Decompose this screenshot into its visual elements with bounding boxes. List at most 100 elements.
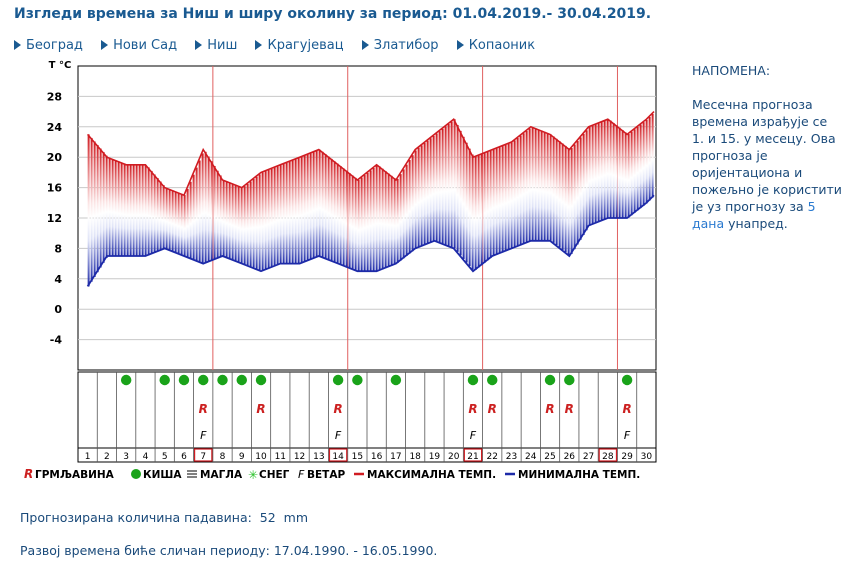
day-number-label: 1 <box>85 452 91 462</box>
temperature-band-stripe <box>222 180 225 257</box>
rain-icon <box>236 374 247 386</box>
temperature-band-stripe <box>114 160 117 256</box>
day-number-label: 16 <box>371 452 383 462</box>
temperature-band-stripe <box>642 122 645 206</box>
temperature-band-stripe <box>558 141 561 248</box>
temperature-band-stripe <box>585 130 588 231</box>
highlighted-day-box <box>598 448 618 462</box>
temperature-band-stripe <box>267 169 270 269</box>
day-number-label: 30 <box>641 452 653 462</box>
temperature-band-stripe <box>429 138 432 243</box>
temperature-band-stripe <box>87 134 90 287</box>
legend-fog-label: МАГЛА <box>200 469 243 481</box>
temperature-band-stripe <box>426 140 429 244</box>
day-number-label: 5 <box>162 452 168 462</box>
y-tick-label: 4 <box>54 273 62 286</box>
city-link-kopaonik[interactable]: Копаоник <box>456 38 535 53</box>
temperature-band-stripe <box>597 123 600 223</box>
temperature-band-stripe <box>552 136 555 243</box>
temperature-band-stripe <box>435 133 438 242</box>
temperature-band-stripe <box>294 159 297 264</box>
temperature-band-stripe <box>648 116 651 201</box>
temperature-band-stripe <box>525 130 528 243</box>
day-number-label: 11 <box>275 452 286 462</box>
thunder-icon: R <box>488 402 497 416</box>
temperature-band-stripe <box>411 155 414 252</box>
wind-icon: F <box>335 429 342 442</box>
city-link-zlatibor[interactable]: Златибор <box>361 38 439 53</box>
temperature-band-stripe <box>387 173 390 267</box>
temperature-band-stripe <box>489 150 492 259</box>
temperature-band-stripe <box>540 130 543 241</box>
thunder-icon: R <box>256 402 265 416</box>
temperature-band-stripe <box>306 154 309 261</box>
arrow-right-icon <box>101 40 109 50</box>
thunder-icon: R <box>545 402 554 416</box>
temperature-band-stripe <box>504 144 507 252</box>
day-number-label: 26 <box>564 452 576 462</box>
temperature-band-stripe <box>609 120 612 218</box>
rain-icon <box>390 374 402 386</box>
temperature-band-stripe <box>624 132 627 218</box>
city-link-beograd[interactable]: Београд <box>14 38 83 53</box>
temperature-band-stripe <box>651 113 654 198</box>
arrow-right-icon <box>361 40 369 50</box>
temperature-band-stripe <box>240 187 243 264</box>
thunder-icon: R <box>468 402 477 416</box>
temperature-band-stripe <box>546 133 549 241</box>
temperature-band-stripe <box>165 187 168 249</box>
city-link-nis[interactable]: Ниш <box>195 38 237 53</box>
legend-snow-icon: ✳ <box>248 468 258 482</box>
five-day-forecast-link[interactable]: 5 дана <box>692 199 816 231</box>
temperature-band-stripe <box>213 166 216 260</box>
temperature-band-stripe <box>231 183 234 260</box>
temperature-band-stripe <box>363 175 366 272</box>
temperature-band-stripe <box>204 151 207 264</box>
temperature-band-stripe <box>351 175 354 269</box>
temperature-band-stripe <box>639 124 642 209</box>
city-link-novi-sad[interactable]: Нови Сад <box>101 38 177 53</box>
temperature-band-stripe <box>318 149 321 257</box>
temperature-band-stripe <box>201 153 204 263</box>
temperature-band-stripe <box>117 161 120 256</box>
temperature-band-stripe <box>636 126 639 211</box>
rain-icon <box>544 374 556 386</box>
temperature-band-stripe <box>447 123 450 247</box>
temperature-band-stripe <box>225 181 228 258</box>
legend-min-label: МИНИМАЛНА ТЕМП. <box>518 469 640 481</box>
temperature-band-stripe <box>162 185 165 250</box>
city-link-kragujevac[interactable]: Крагујевац <box>255 38 344 53</box>
temperature-band-stripe <box>249 181 252 267</box>
temperature-band-stripe <box>522 133 525 245</box>
temperature-band-stripe <box>366 172 369 272</box>
legend-rain-label: КИША <box>143 469 182 481</box>
temperature-band-stripe <box>600 122 603 221</box>
temperature-band-stripe <box>132 164 135 256</box>
temperature-band-stripe <box>138 164 141 256</box>
temperature-band-stripe <box>603 120 606 220</box>
temperature-band-stripe <box>195 167 198 261</box>
temperature-band-stripe <box>126 164 129 256</box>
day-number-label: 9 <box>239 452 245 462</box>
note-panel: НАПОМЕНА: Месечна прогноза времена израђ… <box>692 62 842 232</box>
temperature-band-stripe <box>285 162 288 264</box>
temperature-band-stripe <box>369 170 372 272</box>
rain-icon <box>120 374 132 386</box>
temperature-band-stripe <box>141 164 144 256</box>
temperature-band-stripe <box>573 144 576 250</box>
temperature-band-stripe <box>156 178 159 252</box>
arrow-right-icon <box>195 40 203 50</box>
temperature-band-stripe <box>627 133 630 218</box>
temperature-band-stripe <box>513 140 516 248</box>
temperature-band-stripe <box>483 152 486 263</box>
temperature-band-stripe <box>588 126 591 226</box>
temperature-band-stripe <box>339 166 342 265</box>
temperature-band-stripe <box>579 137 582 240</box>
temperature-band-stripe <box>360 177 363 272</box>
temperature-band-stripe <box>516 137 519 247</box>
arrow-right-icon <box>456 40 464 50</box>
precipitation-amount: Прогнозирана количина падавина: 52 mm <box>20 510 309 525</box>
temperature-band-stripe <box>186 188 189 258</box>
temperature-band-stripe <box>189 181 192 259</box>
temperature-band-stripe <box>243 186 246 265</box>
